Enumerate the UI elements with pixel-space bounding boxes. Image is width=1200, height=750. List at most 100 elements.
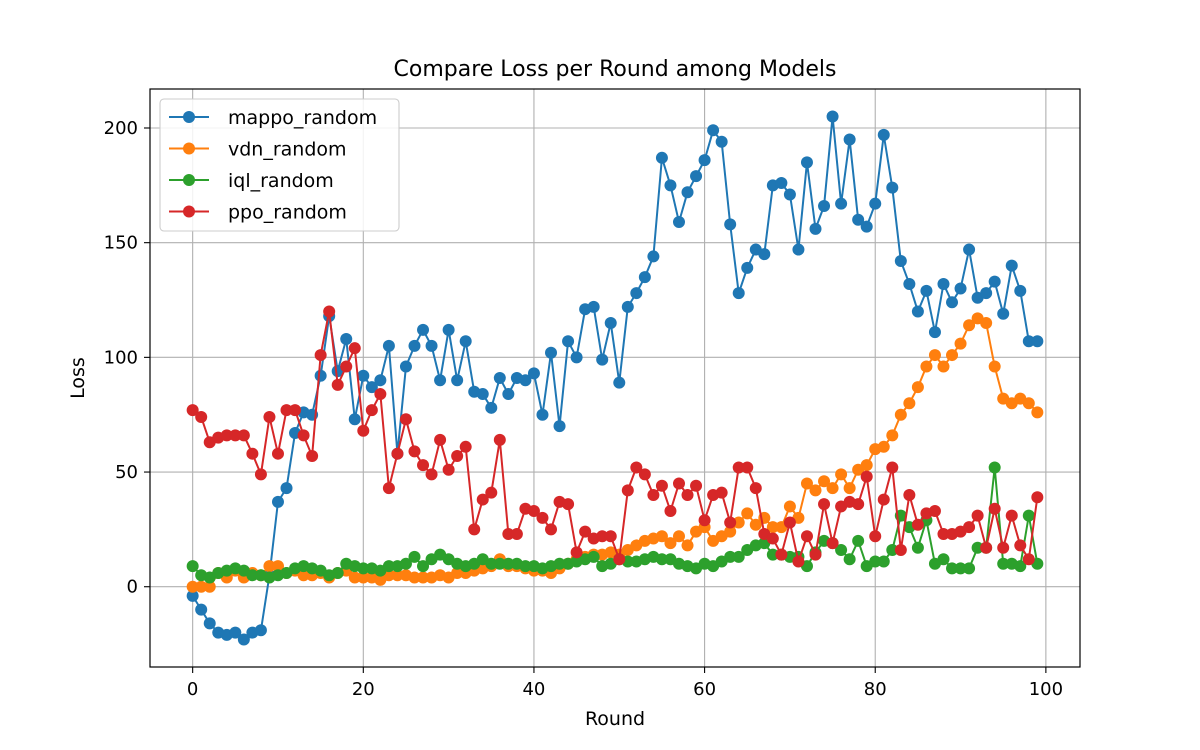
ppo_random-point xyxy=(306,449,319,462)
mappo_random-point xyxy=(783,188,796,201)
vdn_random-point xyxy=(963,319,976,332)
ppo_random-point xyxy=(621,484,634,497)
mappo_random-point xyxy=(280,482,293,495)
ppo_random-point xyxy=(485,486,498,499)
ppo_random-point xyxy=(425,468,438,481)
mappo_random-point xyxy=(732,287,745,300)
vdn_random-point xyxy=(783,500,796,513)
ppo_random-point xyxy=(928,505,941,518)
ppo_random-point xyxy=(562,498,575,511)
iql_random-point xyxy=(911,541,924,554)
mappo_random-point xyxy=(911,305,924,318)
ppo_random-point xyxy=(937,527,950,540)
mappo_random-point xyxy=(818,199,831,212)
ppo_random-point xyxy=(775,548,788,561)
mappo_random-point xyxy=(613,376,626,389)
ppo_random-point xyxy=(877,493,890,506)
vdn_random-point xyxy=(800,477,813,490)
ppo_random-point xyxy=(229,429,242,442)
legend-item-ppo_random: ppo_random xyxy=(169,202,347,224)
mappo_random-point xyxy=(229,626,242,639)
ppo_random-point xyxy=(672,477,685,490)
mappo_random-point xyxy=(254,624,267,637)
iql_random-point xyxy=(357,562,370,575)
ppo_random-point xyxy=(408,445,421,458)
ppo_random-point xyxy=(340,360,353,373)
mappo_random-point xyxy=(843,133,856,146)
mappo_random-point xyxy=(434,374,447,387)
ppo_random-point xyxy=(630,461,643,474)
vdn_random-point xyxy=(954,337,967,350)
iql_random-point xyxy=(246,569,259,582)
mappo_random-point xyxy=(502,388,515,401)
vdn_random-point xyxy=(195,580,208,593)
mappo_random-point xyxy=(946,296,959,309)
mappo_random-point xyxy=(860,220,873,233)
vdn_random-point xyxy=(946,349,959,362)
iql_random-point xyxy=(988,461,1001,474)
ppo_random-point xyxy=(263,410,276,423)
mappo_random-point xyxy=(835,197,848,210)
mappo_random-point xyxy=(186,589,199,602)
legend-marker xyxy=(183,174,195,186)
mappo_random-point xyxy=(655,151,668,164)
vdn_random-point xyxy=(860,459,873,472)
vdn_random-point xyxy=(980,316,993,329)
ppo_random-point xyxy=(374,388,387,401)
ppo_random-line xyxy=(192,310,1039,563)
vdn_random-point xyxy=(357,571,370,584)
mappo_random-point xyxy=(664,179,677,192)
iql_random-point xyxy=(946,562,959,575)
ppo_random-point xyxy=(980,541,993,554)
vdn_random-point xyxy=(186,580,199,593)
legend-marker xyxy=(183,205,195,218)
legend-label: vdn_random xyxy=(228,139,347,161)
mappo_random-point xyxy=(237,633,250,646)
mappo_random-point xyxy=(638,271,651,284)
vdn_random-point xyxy=(1022,397,1035,410)
ppo_random-point xyxy=(1014,539,1027,552)
legend-marker xyxy=(183,111,195,123)
ppo_random-point xyxy=(596,530,609,543)
vdn_random-point xyxy=(672,530,685,543)
iql_random-point xyxy=(408,550,421,563)
mappo_random-point xyxy=(408,339,421,352)
plot-frame xyxy=(149,88,1081,668)
ppo_random-point xyxy=(254,468,267,481)
vdn_random-point xyxy=(451,566,464,579)
iql_random-point xyxy=(553,557,566,570)
iql_random-point xyxy=(519,560,532,573)
ppo_random-point xyxy=(724,516,737,529)
vdn_random-point xyxy=(749,518,762,531)
vdn_random-point xyxy=(664,537,677,550)
y-tick-label: 100 xyxy=(104,347,138,368)
y-axis-label: Loss xyxy=(67,357,89,399)
ppo_random-point xyxy=(289,404,302,417)
ppo_random-point xyxy=(331,378,344,391)
ppo_random-point xyxy=(783,516,796,529)
ppo_random-point xyxy=(818,498,831,511)
iql_random-point xyxy=(186,560,199,573)
ppo_random-point xyxy=(510,527,523,540)
ppo_random-point xyxy=(613,553,626,566)
ppo_random-point xyxy=(237,429,250,442)
iql_random-point xyxy=(502,557,515,570)
mappo_random-point xyxy=(493,372,506,384)
ppo_random-point xyxy=(391,447,404,460)
vdn_random-point xyxy=(928,349,941,362)
mappo_random-point xyxy=(271,495,284,508)
ppo_random-point xyxy=(655,479,668,492)
mappo_random-point xyxy=(451,374,464,387)
iql_random-point xyxy=(1014,560,1027,573)
chart-title: Compare Loss per Round among Models xyxy=(394,57,837,82)
mappo_random-point xyxy=(877,128,890,141)
ppo_random-point xyxy=(963,521,976,534)
legend-item-iql_random: iql_random xyxy=(169,170,334,192)
mappo_random-point xyxy=(775,177,788,190)
vdn_random-point xyxy=(766,521,779,534)
ppo_random-point xyxy=(690,479,703,492)
mappo_random-point xyxy=(562,335,575,348)
ppo_random-point xyxy=(297,429,310,442)
mappo_random-point xyxy=(545,346,558,359)
